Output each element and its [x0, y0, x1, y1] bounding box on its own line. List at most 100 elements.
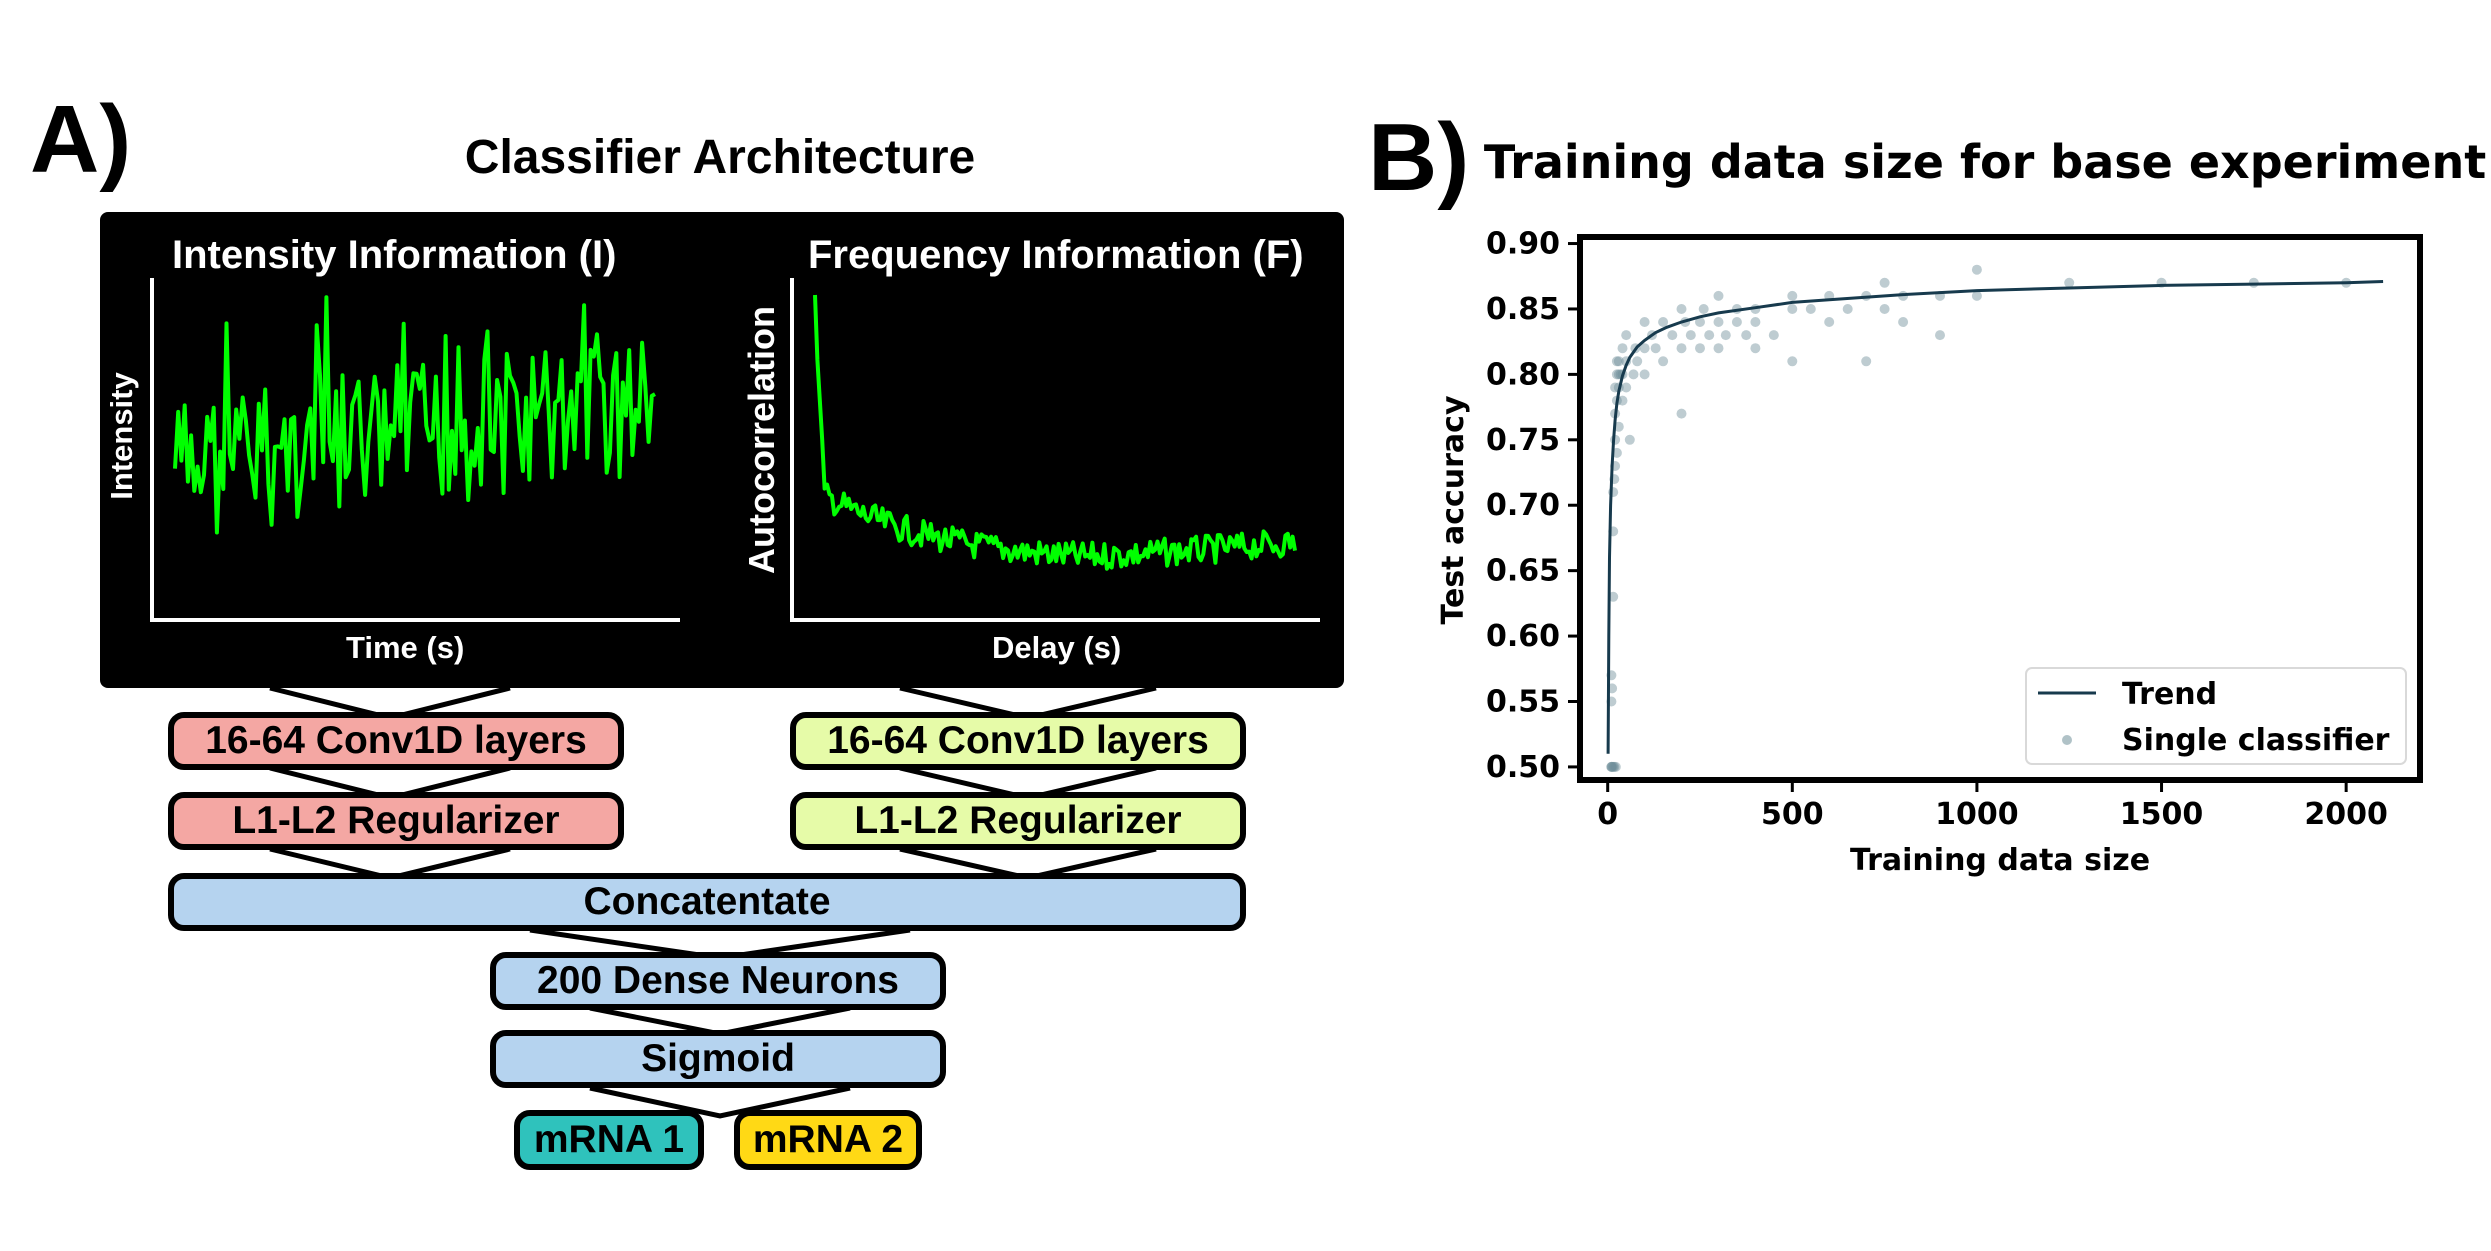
legend-scatter-swatch — [2062, 735, 2072, 745]
scatter-point — [1750, 343, 1761, 354]
scatter-point — [1608, 761, 1619, 772]
scatter-point — [1787, 356, 1798, 367]
y-tick-label: 0.85 — [1486, 292, 1560, 327]
scatter-point — [1676, 304, 1687, 314]
legend-frame — [2025, 667, 2407, 765]
scatter-point — [1971, 264, 1982, 275]
scatter-point — [1621, 330, 1632, 341]
scatter-point — [1650, 343, 1661, 354]
scatter-point — [1617, 395, 1628, 406]
scatter-point — [1842, 304, 1853, 314]
frequency-axes — [790, 278, 1320, 622]
scatter-point — [1607, 761, 1618, 772]
scatter-point — [1713, 343, 1724, 354]
scatter-point — [1611, 356, 1622, 367]
output-mrna1: mRNA 1 — [514, 1110, 704, 1170]
output-mrna2: mRNA 2 — [734, 1110, 922, 1170]
y-tick-label: 0.60 — [1486, 619, 1560, 654]
left-conv-box: 16-64 Conv1D layers — [168, 712, 624, 770]
y-tick-label: 0.55 — [1486, 684, 1560, 719]
scatter-point — [1685, 330, 1696, 341]
legend: Trend Single classifier — [2025, 667, 2407, 765]
scatter-point — [1879, 304, 1890, 314]
legend-scatter-label: Single classifier — [2122, 723, 2390, 758]
scatter-point — [1617, 343, 1628, 354]
scatter-point — [1698, 304, 1709, 314]
x-axis-label: Training data size — [1850, 843, 2150, 878]
y-tick-label: 0.90 — [1486, 227, 1560, 262]
frequency-xlabel: Delay (s) — [992, 630, 1122, 665]
scatter-point — [1610, 761, 1621, 772]
input-signals-panel — [100, 212, 1344, 688]
x-tick-label: 0 — [1597, 797, 1618, 832]
scatter-point — [1609, 761, 1620, 772]
intensity-xlabel: Time (s) — [346, 630, 465, 665]
panel-a-letter: A) — [30, 86, 132, 193]
scatter-point — [1611, 369, 1622, 380]
scatter-point — [1971, 290, 1982, 301]
y-tick-label: 0.65 — [1486, 554, 1560, 589]
y-tick-label: 0.75 — [1486, 423, 1560, 458]
sigmoid-box: Sigmoid — [490, 1030, 946, 1088]
x-tick-label: 1500 — [2120, 797, 2204, 832]
scatter-point — [1879, 277, 1890, 288]
scatter-point — [1658, 317, 1669, 327]
panel-a-title: Classifier Architecture — [464, 131, 976, 184]
scatter-point — [1628, 369, 1639, 380]
scatter-point — [1768, 330, 1779, 341]
scatter-point — [1861, 356, 1872, 367]
x-tick-label: 1000 — [1935, 797, 2019, 832]
legend-trend-label: Trend — [2122, 677, 2217, 712]
chart-title: Training data size for base experiment — [1484, 135, 2486, 189]
scatter-point — [1613, 356, 1624, 367]
scatter-point — [1608, 591, 1619, 602]
plot-frame — [1577, 234, 2423, 783]
scatter-point — [1787, 290, 1798, 301]
scatter-point — [1787, 304, 1798, 314]
right-regularizer-box: L1-L2 Regularizer — [790, 792, 1246, 850]
scatter-point — [1935, 330, 1945, 341]
scatter-point — [1667, 330, 1678, 341]
y-tick-label: 0.80 — [1486, 357, 1560, 392]
scatter-point — [1639, 343, 1650, 354]
concatenate-box: Concatentate — [168, 873, 1246, 931]
trend-line — [1606, 280, 2384, 754]
intensity-trace — [173, 295, 656, 535]
scatter-point — [1658, 356, 1669, 367]
x-tick-label: 2000 — [2304, 797, 2388, 832]
scatter-point — [1676, 343, 1687, 354]
scatter-point — [1639, 317, 1650, 327]
scatter-point — [1639, 369, 1650, 380]
scatter-point — [1805, 304, 1816, 314]
x-tick-label: 500 — [1761, 797, 1824, 832]
scatter-point — [1731, 317, 1742, 327]
scatter-point — [1824, 317, 1835, 327]
autocorrelation-trace — [813, 294, 1297, 571]
y-axis-label: Test accuracy — [1436, 395, 1471, 624]
scatter-point — [1621, 382, 1632, 393]
panel-b-letter: B) — [1368, 104, 1470, 211]
scatter-point — [1632, 356, 1643, 367]
intensity-axes — [150, 278, 680, 622]
right-conv-box: 16-64 Conv1D layers — [790, 712, 1246, 770]
scatter-point — [1606, 761, 1617, 772]
y-tick-label: 0.70 — [1486, 488, 1560, 523]
scatter-point — [1613, 421, 1624, 432]
y-tick-label: 0.50 — [1486, 750, 1560, 785]
scatter-point — [1898, 317, 1909, 327]
connector-sigmoid — [589, 1085, 851, 1119]
scatter-point — [1720, 330, 1731, 341]
scatter-point — [1624, 434, 1635, 445]
scatter-point — [1741, 330, 1752, 341]
scatter-point — [1750, 317, 1761, 327]
scatter-point — [1676, 408, 1687, 419]
dense-box: 200 Dense Neurons — [490, 952, 946, 1010]
scatter-point — [1695, 343, 1705, 354]
scatter-point — [1606, 761, 1617, 772]
intensity-title: Intensity Information (I) — [172, 233, 617, 277]
scatter-point — [2064, 277, 2075, 288]
frequency-title: Frequency Information (F) — [808, 233, 1304, 277]
scatter-point — [1713, 290, 1724, 301]
scatter-point — [1695, 317, 1705, 327]
